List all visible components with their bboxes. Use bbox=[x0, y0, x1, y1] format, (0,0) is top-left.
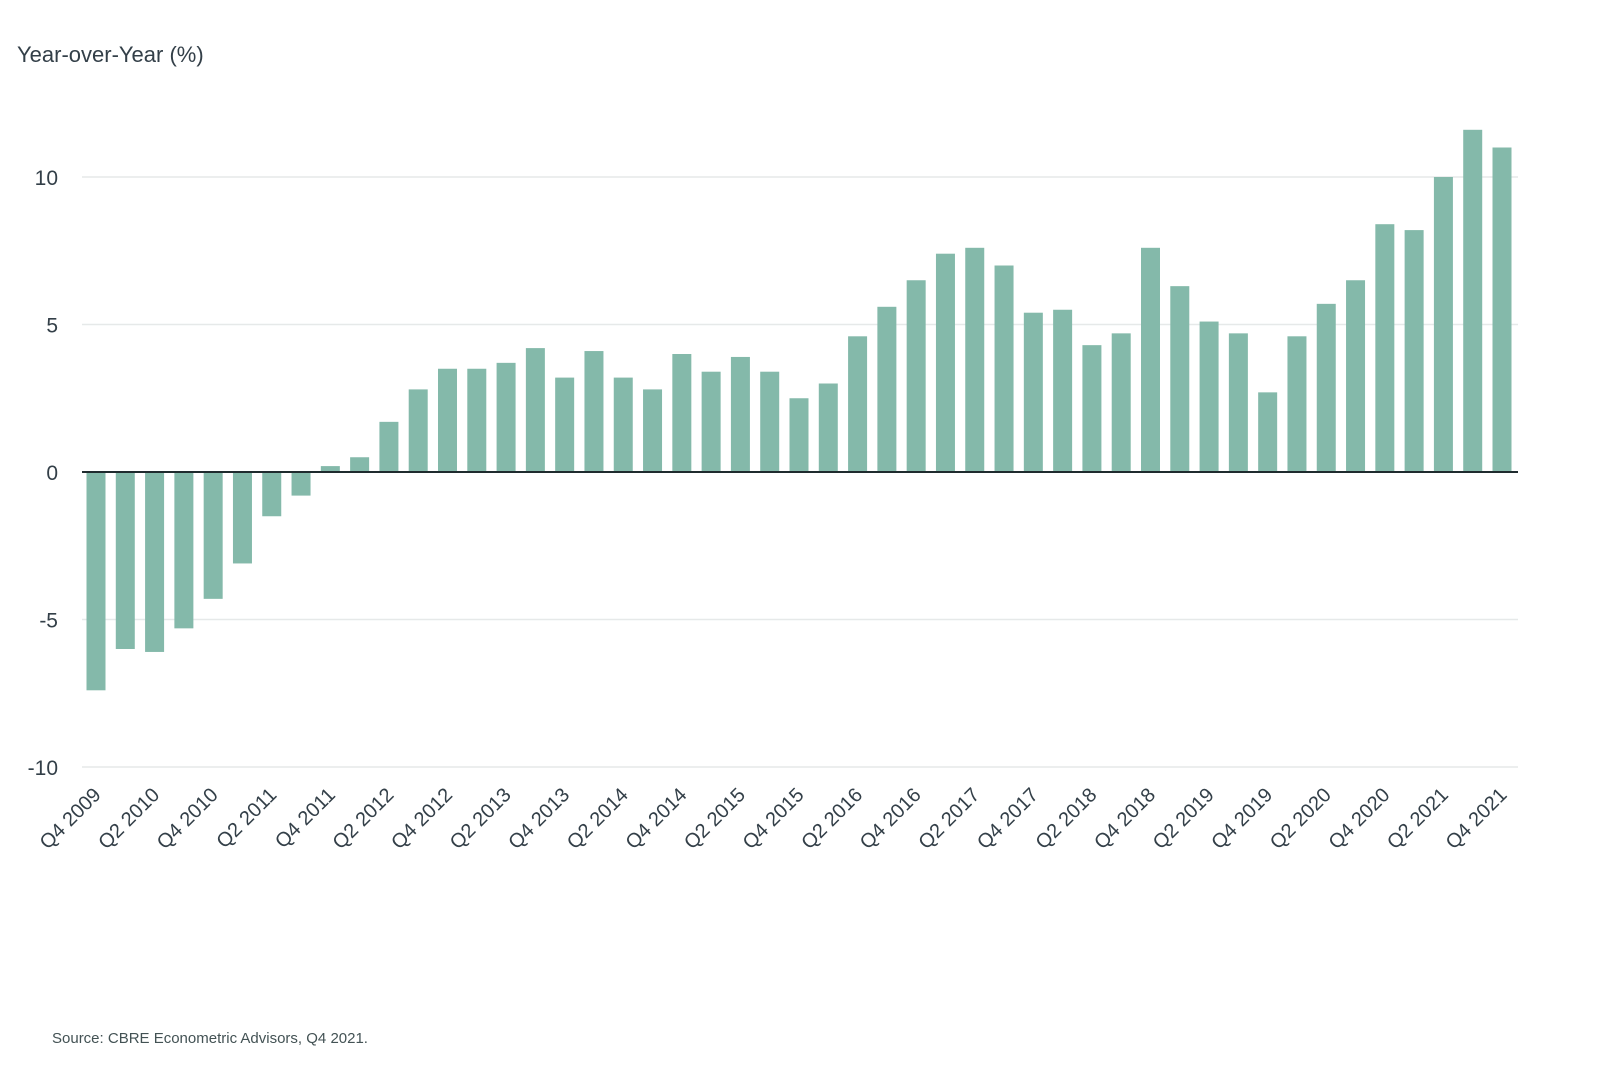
y-axis-label: Year-over-Year (%) bbox=[17, 42, 204, 67]
y-tick-label: 0 bbox=[46, 462, 58, 485]
bar bbox=[320, 466, 340, 472]
x-tick-label: Q4 2011 bbox=[271, 784, 340, 853]
bar bbox=[848, 336, 868, 472]
bar bbox=[467, 368, 487, 472]
y-tick-label: -5 bbox=[39, 610, 58, 633]
x-tick-label: Q4 2015 bbox=[739, 784, 809, 854]
bar bbox=[1082, 345, 1102, 472]
bar bbox=[789, 398, 809, 472]
x-tick-label: Q4 2014 bbox=[622, 784, 692, 854]
gridlines bbox=[82, 176, 1518, 768]
bar bbox=[672, 354, 692, 472]
bar bbox=[115, 472, 135, 649]
x-tick-label: Q2 2012 bbox=[329, 784, 399, 854]
x-tick-label: Q4 2019 bbox=[1207, 784, 1277, 854]
x-tick-label: Q2 2021 bbox=[1383, 784, 1453, 854]
x-tick-label: Q2 2015 bbox=[680, 784, 750, 854]
bar bbox=[818, 383, 838, 472]
y-tick-label: 5 bbox=[46, 315, 58, 338]
bar bbox=[1023, 312, 1043, 472]
x-tick-label: Q2 2011 bbox=[213, 784, 282, 853]
bar bbox=[203, 472, 223, 599]
bar bbox=[496, 362, 516, 472]
x-tick-label: Q4 2009 bbox=[36, 784, 106, 854]
y-tick-label: -10 bbox=[28, 757, 58, 780]
x-tick-label: Q2 2018 bbox=[1032, 784, 1102, 854]
bar bbox=[350, 457, 370, 472]
x-tick-label: Q2 2014 bbox=[563, 784, 633, 854]
bar bbox=[232, 472, 252, 564]
y-axis-ticks: 10 5 0 -5 -10 bbox=[28, 167, 58, 780]
bar bbox=[1346, 280, 1366, 472]
bar bbox=[701, 371, 721, 472]
bar bbox=[379, 421, 399, 472]
x-tick-label: Q2 2010 bbox=[94, 784, 164, 854]
bar bbox=[906, 280, 926, 472]
x-tick-label: Q4 2021 bbox=[1442, 784, 1512, 854]
x-tick-label: Q4 2013 bbox=[504, 784, 574, 854]
x-tick-label: Q4 2010 bbox=[153, 784, 223, 854]
bar bbox=[408, 389, 428, 472]
bar bbox=[525, 348, 545, 472]
bar bbox=[877, 306, 897, 472]
x-tick-label: Q2 2020 bbox=[1266, 784, 1336, 854]
x-tick-label: Q4 2017 bbox=[973, 784, 1043, 854]
bar bbox=[935, 253, 955, 472]
bar bbox=[1258, 392, 1278, 472]
bar bbox=[965, 247, 985, 472]
bar bbox=[994, 265, 1014, 472]
bar bbox=[584, 351, 604, 472]
bar bbox=[1287, 336, 1307, 472]
y-tick-label: 10 bbox=[35, 167, 58, 190]
bar bbox=[291, 472, 311, 496]
x-tick-label: Q4 2016 bbox=[856, 784, 926, 854]
bar bbox=[1316, 303, 1336, 472]
bar bbox=[1199, 321, 1219, 472]
bar bbox=[1375, 224, 1395, 472]
bar bbox=[438, 368, 457, 472]
bar bbox=[174, 472, 194, 629]
bar bbox=[1492, 147, 1512, 472]
bar bbox=[1433, 177, 1453, 472]
bar bbox=[86, 472, 106, 691]
x-tick-label: Q2 2016 bbox=[797, 784, 867, 854]
bar bbox=[145, 472, 165, 652]
bar bbox=[1404, 230, 1424, 472]
x-tick-label: Q4 2018 bbox=[1090, 784, 1160, 854]
source-note: Source: CBRE Econometric Advisors, Q4 20… bbox=[52, 1030, 368, 1047]
x-tick-label: Q2 2017 bbox=[914, 784, 984, 854]
bars bbox=[86, 129, 1512, 691]
bar bbox=[1170, 286, 1190, 472]
bar bbox=[1111, 333, 1131, 472]
bar bbox=[730, 356, 750, 472]
bar bbox=[760, 371, 780, 472]
x-tick-label: Q2 2019 bbox=[1149, 784, 1219, 854]
x-tick-label: Q4 2020 bbox=[1325, 784, 1395, 854]
bar bbox=[643, 389, 663, 472]
bar bbox=[1463, 129, 1483, 473]
bar bbox=[1141, 247, 1160, 472]
bar bbox=[555, 377, 575, 472]
x-tick-label: Q2 2013 bbox=[446, 784, 516, 854]
bar bbox=[1228, 333, 1248, 472]
bar bbox=[1053, 309, 1073, 472]
bar bbox=[613, 377, 633, 472]
bar bbox=[262, 472, 282, 517]
x-tick-label: Q4 2012 bbox=[387, 784, 457, 854]
